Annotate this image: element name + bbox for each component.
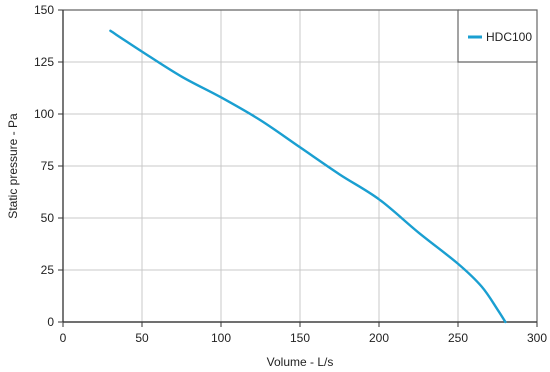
y-tick-label-100: 100 (34, 107, 54, 121)
x-tick-labels: 0 50 100 150 200 250 300 (60, 331, 548, 345)
legend-label-hdc100: HDC100 (486, 30, 532, 44)
x-tick-label-100: 100 (211, 331, 231, 345)
grid (63, 10, 537, 322)
y-axis-label: Static pressure - Pa (6, 113, 20, 219)
x-tick-label-150: 150 (290, 331, 310, 345)
y-tick-label-125: 125 (34, 55, 54, 69)
axes (58, 9, 538, 327)
x-axis-label: Volume - L/s (267, 355, 334, 369)
legend-border (458, 9, 538, 62)
series-layer (109, 29, 507, 324)
x-tick-label-0: 0 (60, 331, 67, 345)
x-tick-label-250: 250 (448, 331, 468, 345)
series-line-hdc100 (109, 29, 507, 324)
y-tick-label-75: 75 (41, 159, 55, 173)
y-tick-label-25: 25 (41, 263, 55, 277)
y-tick-labels: 0 25 50 75 100 125 150 (34, 3, 54, 329)
y-tick-label-0: 0 (47, 315, 54, 329)
x-tick-label-300: 300 (527, 331, 547, 345)
y-tick-label-150: 150 (34, 3, 54, 17)
legend: HDC100 (468, 30, 532, 44)
x-tick-label-200: 200 (369, 331, 389, 345)
x-tick-label-50: 50 (135, 331, 149, 345)
y-tick-label-50: 50 (41, 211, 55, 225)
